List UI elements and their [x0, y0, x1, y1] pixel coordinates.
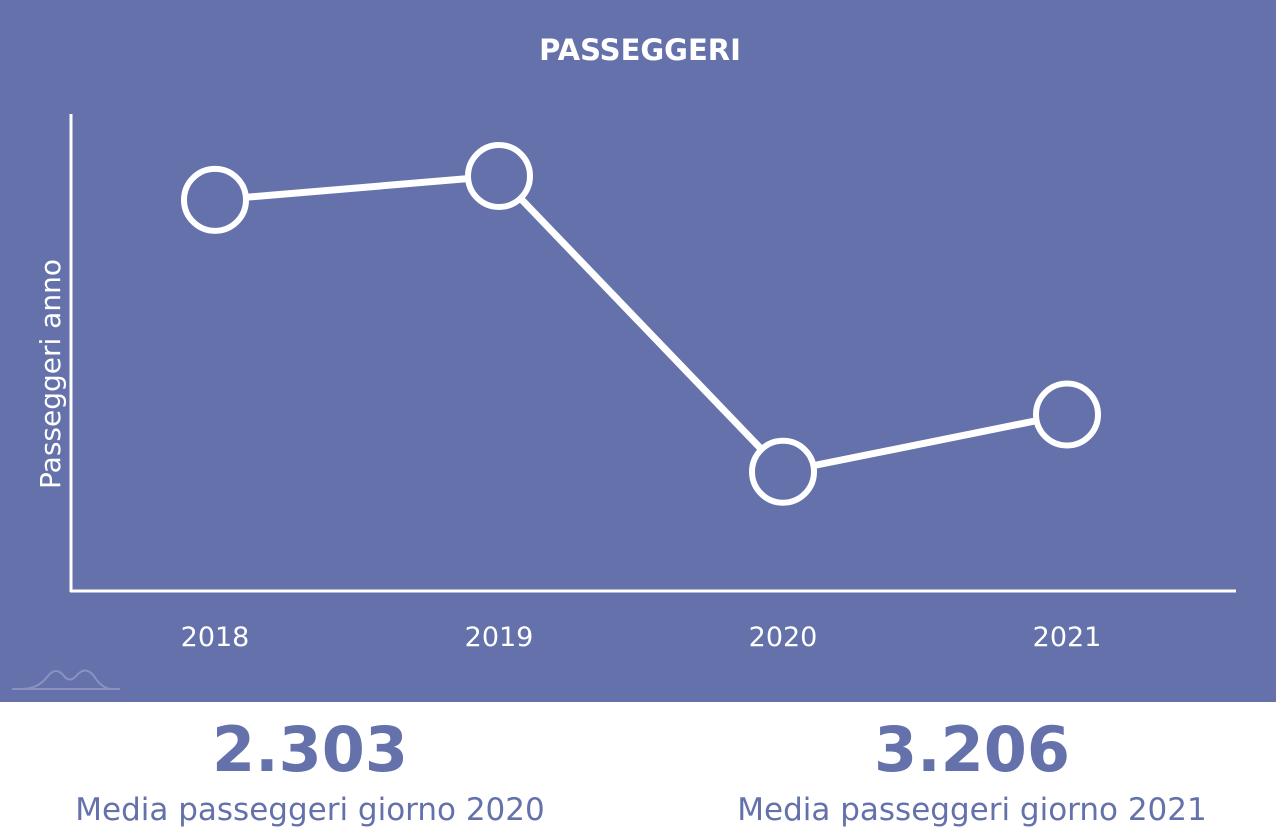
x-tick-label: 2020	[749, 622, 818, 653]
data-point-2020	[749, 437, 817, 506]
chart-title: PASSEGGERI	[539, 33, 741, 67]
data-point-2021	[1033, 380, 1101, 449]
chart-background	[0, 0, 1276, 702]
line-chart: PASSEGGERI Passeggeri anno 2018 2019 2020 2…	[0, 0, 1276, 702]
stat-2020: 2.303 Media passeggeri giorno 2020	[0, 712, 620, 832]
x-tick-label: 2018	[181, 622, 250, 653]
x-tick-label: 2019	[465, 622, 534, 653]
mountain-logo-icon	[12, 669, 120, 690]
series-line	[214, 172, 1068, 476]
stat-caption: Media passeggeri giorno 2021	[737, 792, 1207, 828]
data-point-2019	[465, 142, 533, 211]
y-axis-label: Passeggeri anno	[34, 259, 67, 489]
data-point-2018	[181, 165, 249, 234]
stat-value: 3.206	[873, 713, 1071, 786]
chart-panel: PASSEGGERI Passeggeri anno 2018 2019 2020 2…	[0, 0, 1276, 702]
x-tick-label: 2021	[1033, 622, 1102, 653]
chart-marks: 2018 2019 2020 2021	[181, 142, 1102, 653]
stat-value: 2.303	[211, 713, 409, 786]
stat-caption: Media passeggeri giorno 2020	[75, 792, 545, 828]
stat-2021: 3.206 Media passeggeri giorno 2021	[662, 712, 1276, 832]
